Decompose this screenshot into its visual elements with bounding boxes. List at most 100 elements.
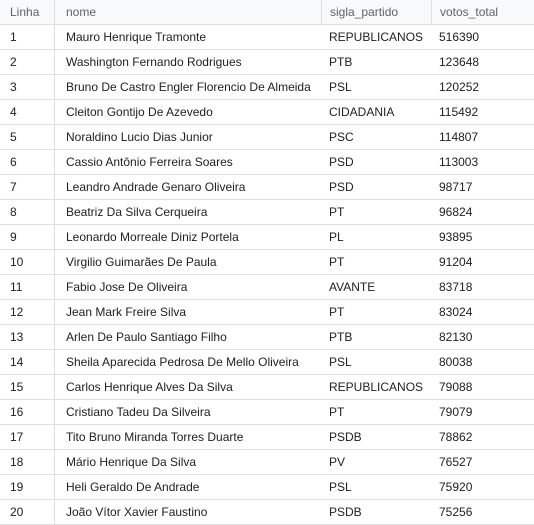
table-row[interactable]: 15 Carlos Henrique Alves Da Silva REPUBLIC… [0, 375, 534, 400]
row-number-cell: 13 [10, 330, 24, 344]
table-row[interactable]: 14 Sheila Aparecida Pedrosa De Mello Oliv… [0, 350, 534, 375]
nome-cell: Leandro Andrade Genaro Oliveira [54, 175, 321, 199]
votos-total-cell: 123648 [439, 55, 480, 69]
table-row[interactable]: 2 Washington Fernando Rodrigues PTB 123648 [0, 50, 534, 75]
table-row[interactable]: 19 Heli Geraldo De Andrade PSL 75920 [0, 475, 534, 500]
table-row[interactable]: 16 Cristiano Tadeu Da Silveira PT 79079 [0, 400, 534, 425]
votos-total-cell: 120252 [439, 80, 480, 94]
row-number-cell: 11 [10, 280, 23, 294]
row-number-cell: 14 [10, 355, 24, 369]
votos-total-cell: 79079 [439, 405, 473, 419]
table-row[interactable]: 4 Cleiton Gontijo De Azevedo CIDADANIA 1154… [0, 100, 534, 125]
nome-cell: João Vítor Xavier Faustino [54, 500, 321, 524]
sigla-partido-cell: PT [329, 305, 345, 319]
sigla-partido-cell: PTB [329, 330, 353, 344]
sigla-partido-cell: PSL [329, 355, 352, 369]
column-header-sigla-partido[interactable]: sigla_partido [321, 0, 431, 24]
sigla-partido-cell: PT [329, 255, 345, 269]
row-number-cell: 3 [10, 80, 17, 94]
sigla-partido-cell: CIDADANIA [329, 105, 395, 119]
nome-cell: Sheila Aparecida Pedrosa De Mello Olivei… [54, 350, 321, 374]
table-row[interactable]: 17 Tito Bruno Miranda Torres Duarte PSDB 78… [0, 425, 534, 450]
votos-total-cell: 98717 [439, 180, 473, 194]
table-row[interactable]: 9 Leonardo Morreale Diniz Portela PL 93895 [0, 225, 534, 250]
column-header-linha[interactable]: Linha [10, 5, 40, 19]
table-row[interactable]: 10 Virgilio Guimarães De Paula PT 91204 [0, 250, 534, 275]
votos-total-cell: 80038 [439, 355, 473, 369]
nome-cell: Virgilio Guimarães De Paula [54, 250, 321, 274]
row-number-cell: 5 [10, 130, 17, 144]
sigla-partido-cell: REPUBLICANOS [329, 380, 424, 394]
sigla-partido-cell: PTB [329, 55, 353, 69]
votos-total-cell: 91204 [439, 255, 473, 269]
votos-total-cell: 79088 [439, 380, 473, 394]
table-row[interactable]: 8 Beatriz Da Silva Cerqueira PT 96824 [0, 200, 534, 225]
table-row[interactable]: 12 Jean Mark Freire Silva PT 83024 [0, 300, 534, 325]
table-row[interactable]: 20 João Vítor Xavier Faustino PSDB 75256 [0, 500, 534, 525]
nome-cell: Leonardo Morreale Diniz Portela [54, 225, 321, 249]
table-row[interactable]: 11 Fabio Jose De Oliveira AVANTE 83718 [0, 275, 534, 300]
nome-cell: Heli Geraldo De Andrade [54, 475, 321, 499]
nome-cell: Cristiano Tadeu Da Silveira [54, 400, 321, 424]
row-number-cell: 7 [10, 180, 17, 194]
votos-total-cell: 78862 [439, 430, 473, 444]
table-row[interactable]: 6 Cassio Antônio Ferreira Soares PSD 113003 [0, 150, 534, 175]
votos-total-cell: 75920 [439, 480, 473, 494]
table-row[interactable]: 1 Mauro Henrique Tramonte REPUBLICANOS 5163… [0, 25, 534, 50]
sigla-partido-cell: PSD [329, 155, 354, 169]
votos-total-cell: 114807 [439, 130, 479, 144]
row-number-cell: 17 [10, 430, 24, 444]
sigla-partido-cell: PSD [329, 180, 354, 194]
votos-total-cell: 96824 [439, 205, 473, 219]
table-header-row: Linha nome sigla_partido votos_total [0, 0, 534, 25]
row-number-cell: 12 [10, 305, 24, 319]
nome-cell: Mário Henrique Da Silva [54, 450, 321, 474]
nome-cell: Arlen De Paulo Santiago Filho [54, 325, 321, 349]
nome-cell: Bruno De Castro Engler Florencio De Alme… [54, 75, 321, 99]
sigla-partido-cell: PT [329, 205, 345, 219]
votos-total-cell: 115492 [439, 105, 479, 119]
table-row[interactable]: 3 Bruno De Castro Engler Florencio De Alm… [0, 75, 534, 100]
nome-cell: Cleiton Gontijo De Azevedo [54, 100, 321, 124]
sigla-partido-cell: PL [329, 230, 344, 244]
votos-total-cell: 76527 [439, 455, 473, 469]
table-row[interactable]: 18 Mário Henrique Da Silva PV 76527 [0, 450, 534, 475]
row-number-cell: 4 [10, 105, 17, 119]
table-row[interactable]: 5 Noraldino Lucio Dias Junior PSC 114807 [0, 125, 534, 150]
sigla-partido-cell: PSDB [329, 430, 362, 444]
nome-cell: Cassio Antônio Ferreira Soares [54, 150, 321, 174]
row-number-cell: 20 [10, 505, 24, 519]
nome-cell: Fabio Jose De Oliveira [54, 275, 321, 299]
row-number-cell: 1 [10, 30, 17, 44]
table-row[interactable]: 7 Leandro Andrade Genaro Oliveira PSD 98717 [0, 175, 534, 200]
column-header-nome[interactable]: nome [54, 0, 321, 24]
row-number-cell: 10 [10, 255, 24, 269]
table-body: 1 Mauro Henrique Tramonte REPUBLICANOS 5163… [0, 25, 534, 525]
sigla-partido-cell: REPUBLICANOS [329, 30, 424, 44]
row-number-cell: 16 [10, 405, 24, 419]
votos-total-cell: 83024 [439, 305, 473, 319]
sigla-partido-cell: AVANTE [329, 280, 376, 294]
sigla-partido-cell: PSC [329, 130, 354, 144]
votos-total-cell: 516390 [439, 30, 480, 44]
votos-total-cell: 75256 [439, 505, 473, 519]
sigla-partido-cell: PT [329, 405, 345, 419]
nome-cell: Mauro Henrique Tramonte [54, 25, 321, 49]
column-header-votos-total[interactable]: votos_total [431, 0, 534, 24]
row-number-cell: 9 [10, 230, 17, 244]
nome-cell: Beatriz Da Silva Cerqueira [54, 200, 321, 224]
row-number-cell: 15 [10, 380, 24, 394]
nome-cell: Jean Mark Freire Silva [54, 300, 321, 324]
sigla-partido-cell: PSL [329, 480, 352, 494]
nome-cell: Carlos Henrique Alves Da Silva [54, 375, 321, 399]
sigla-partido-cell: PSL [329, 80, 352, 94]
table-row[interactable]: 13 Arlen De Paulo Santiago Filho PTB 82130 [0, 325, 534, 350]
votos-total-cell: 82130 [439, 330, 473, 344]
row-number-cell: 8 [10, 205, 17, 219]
nome-cell: Tito Bruno Miranda Torres Duarte [54, 425, 321, 449]
row-number-cell: 18 [10, 455, 24, 469]
votos-total-cell: 113003 [439, 155, 479, 169]
nome-cell: Washington Fernando Rodrigues [54, 50, 321, 74]
sigla-partido-cell: PV [329, 455, 346, 469]
